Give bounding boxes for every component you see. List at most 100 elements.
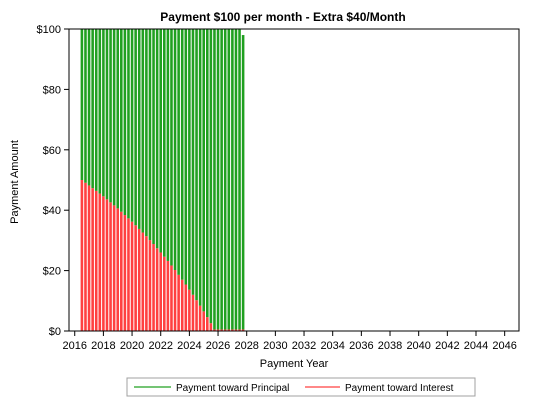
bar-interest: [145, 236, 148, 331]
bar-interest: [120, 211, 123, 331]
bar-interest: [137, 228, 141, 331]
bar-principal: [145, 29, 148, 237]
bar-principal: [241, 35, 245, 330]
bar-interest: [184, 284, 188, 331]
bar-principal: [87, 29, 91, 186]
bar-interest: [105, 199, 109, 331]
bar-interest: [148, 240, 152, 331]
bar-principal: [220, 29, 223, 330]
bar-principal: [109, 29, 112, 203]
x-tick-label: 2034: [320, 340, 344, 352]
bar-interest: [195, 300, 198, 331]
bar-interest: [152, 244, 155, 331]
bar-principal: [202, 29, 205, 312]
x-tick-label: 2030: [263, 340, 287, 352]
bar-interest: [84, 182, 87, 331]
bar-interest: [155, 248, 159, 331]
bar-interest: [191, 294, 195, 331]
bar-principal: [159, 29, 163, 253]
bar-group: [80, 29, 245, 331]
bar-interest: [198, 305, 202, 331]
bar-principal: [177, 29, 180, 275]
bar-interest: [223, 329, 227, 331]
x-tick-label: 2036: [349, 340, 373, 352]
bar-interest: [170, 265, 173, 331]
bar-principal: [188, 29, 191, 290]
bar-interest: [202, 311, 205, 331]
bar-principal: [94, 29, 98, 191]
bar-principal: [173, 29, 177, 270]
y-axis-ticks: $0 $20 $40 $60 $80 $100: [37, 24, 69, 338]
x-axis-label: Payment Year: [260, 358, 329, 370]
bar-principal: [206, 29, 209, 318]
bar-interest: [112, 205, 116, 331]
bar-principal: [227, 29, 231, 330]
bar-principal: [91, 29, 94, 189]
bar-principal: [134, 29, 137, 226]
y-tick-label: $80: [43, 84, 61, 96]
bar-interest: [141, 232, 145, 331]
bar-principal: [152, 29, 155, 245]
y-tick-label: $100: [37, 24, 61, 36]
bar-principal: [127, 29, 130, 219]
bar-principal: [231, 29, 234, 330]
bar-principal: [180, 29, 184, 280]
bar-principal: [123, 29, 127, 216]
x-tick-label: 2020: [120, 340, 144, 352]
bar-interest: [116, 208, 120, 331]
bar-interest: [238, 329, 241, 331]
bar-interest: [102, 196, 105, 331]
bar-interest: [91, 188, 94, 331]
bar-principal: [198, 29, 202, 306]
bar-principal: [216, 29, 220, 330]
y-tick-label: $20: [43, 266, 61, 278]
bar-principal: [105, 29, 109, 200]
bar-principal: [184, 29, 188, 285]
bar-principal: [223, 29, 227, 330]
bar-principal: [141, 29, 145, 233]
bar-interest: [209, 323, 213, 331]
bar-principal: [112, 29, 116, 206]
bar-principal: [213, 29, 216, 330]
legend-label-interest: Payment toward Interest: [345, 383, 454, 394]
legend-label-principal: Payment toward Principal: [176, 383, 289, 394]
bar-interest: [173, 270, 177, 331]
x-axis-ticks: 2016 2018 2020 2022 2024 2026 2028 2030 2032 2034…: [62, 331, 517, 352]
bar-interest: [87, 185, 91, 331]
bar-principal: [191, 29, 195, 295]
y-tick-label: $60: [43, 145, 61, 157]
bar-principal: [170, 29, 173, 266]
x-tick-label: 2038: [378, 340, 402, 352]
x-tick-label: 2022: [148, 340, 172, 352]
y-tick-label: $40: [43, 205, 61, 217]
bar-interest: [127, 218, 130, 331]
bar-interest: [98, 193, 102, 331]
bar-principal: [148, 29, 152, 241]
x-tick-label: 2016: [62, 340, 86, 352]
legend: Payment toward Principal Payment toward …: [126, 377, 476, 397]
y-axis-label: Payment Amount: [9, 140, 21, 224]
legend-box: [126, 377, 476, 397]
bar-interest: [159, 252, 163, 331]
bar-interest: [213, 329, 216, 331]
x-tick-label: 2040: [406, 340, 430, 352]
bar-interest: [130, 221, 134, 331]
bar-principal: [238, 29, 241, 330]
x-tick-label: 2044: [464, 340, 488, 352]
bar-interest: [241, 329, 245, 331]
bar-principal: [116, 29, 120, 209]
bar-principal: [84, 29, 87, 183]
x-tick-label: 2018: [91, 340, 115, 352]
bar-interest: [231, 329, 234, 331]
bar-interest: [163, 256, 166, 331]
x-tick-label: 2024: [177, 340, 201, 352]
bar-interest: [206, 317, 209, 331]
bar-principal: [137, 29, 141, 229]
bar-principal: [234, 29, 238, 330]
bar-principal: [195, 29, 198, 301]
bar-interest: [180, 279, 184, 331]
bar-principal: [80, 29, 84, 180]
bar-principal: [120, 29, 123, 212]
bar-interest: [216, 329, 220, 331]
